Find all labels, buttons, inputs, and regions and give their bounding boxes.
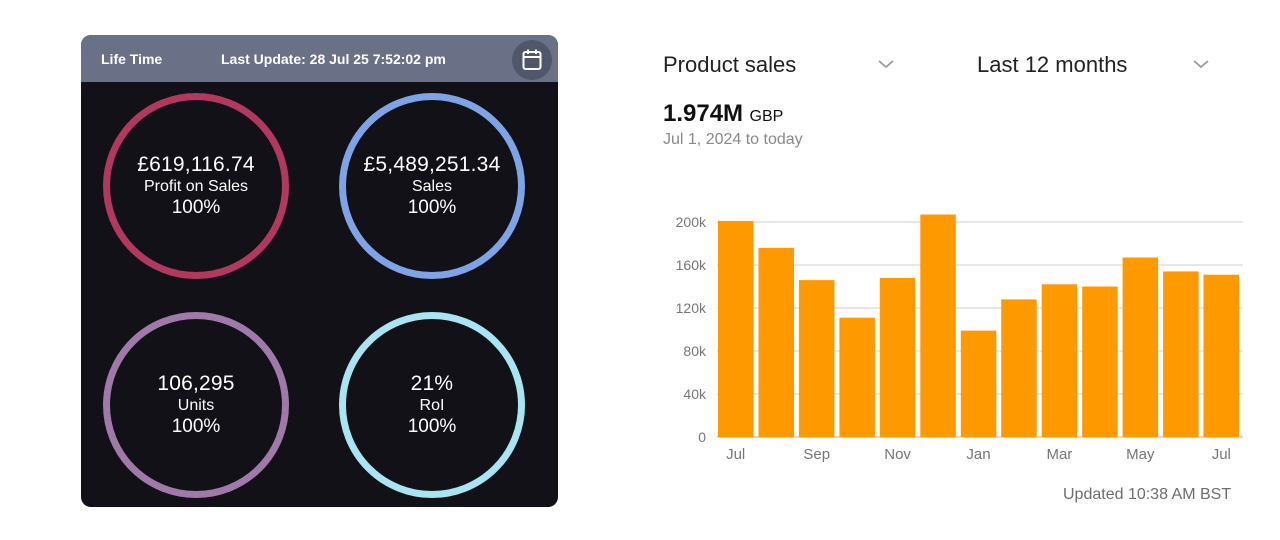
period-chevron-down-icon[interactable] — [1192, 58, 1210, 70]
bar-nov-4[interactable] — [879, 277, 916, 437]
sales-total-currency: GBP — [749, 108, 784, 125]
y-tick-label: 160k — [676, 257, 707, 273]
x-tick-label: Jul — [1212, 446, 1231, 463]
units-label: Units — [177, 397, 215, 414]
lifetime-panel: Life Time Last Update: 28 Jul 25 7:52:02… — [81, 35, 558, 507]
roi-label: RoI — [419, 397, 445, 414]
x-tick-label: May — [1126, 446, 1155, 463]
units-metric-ring: 106,295 Units 100% — [103, 312, 289, 498]
roi-value: 21% — [410, 372, 454, 395]
sales-percent: 100% — [407, 197, 457, 218]
x-tick-label: Mar — [1046, 446, 1072, 463]
profit-metric-ring: £619,116.74 Profit on Sales 100% — [103, 93, 289, 279]
period-select[interactable]: Last 12 months — [977, 52, 1128, 77]
bar-jan-6[interactable] — [960, 330, 997, 437]
sales-total-value: 1.974M — [663, 100, 744, 127]
bar-mar-8[interactable] — [1041, 284, 1078, 437]
y-tick-label: 120k — [676, 300, 707, 316]
units-percent: 100% — [171, 416, 221, 437]
bar-aug-1[interactable] — [758, 247, 795, 437]
bar-dec-5[interactable] — [920, 214, 956, 438]
y-tick-label: 80k — [683, 343, 707, 359]
bar-jul-12[interactable] — [1203, 274, 1240, 437]
bar-may-10[interactable] — [1122, 257, 1159, 438]
roi-metric-ring: 21% RoI 100% — [339, 312, 525, 498]
last-update-text: Last Update: 28 Jul 25 7:52:02 pm — [221, 51, 446, 67]
x-tick-label: Jan — [966, 446, 990, 463]
sales-value: £5,489,251.34 — [363, 153, 501, 176]
sales-metric-ring: £5,489,251.34 Sales 100% — [339, 93, 525, 279]
y-tick-label: 200k — [676, 214, 707, 230]
updated-timestamp: Updated 10:38 AM BST — [1063, 486, 1232, 503]
bar-jul-0[interactable] — [718, 220, 754, 437]
y-tick-label: 40k — [683, 386, 707, 402]
sales-total: 1.974M GBP — [663, 100, 783, 128]
calendar-button[interactable] — [512, 40, 552, 80]
panel-title: Life Time — [101, 51, 163, 67]
bar-apr-9[interactable] — [1082, 286, 1118, 438]
x-tick-label: Nov — [884, 446, 911, 463]
profit-label: Profit on Sales — [143, 178, 249, 195]
metric-chevron-down-icon[interactable] — [877, 58, 895, 70]
units-value: 106,295 — [157, 372, 235, 395]
bar-jun-11[interactable] — [1163, 271, 1199, 437]
sales-label: Sales — [411, 178, 453, 195]
profit-percent: 100% — [171, 197, 221, 218]
bar-sep-2[interactable] — [798, 280, 835, 437]
date-range: Jul 1, 2024 to today — [663, 131, 803, 148]
x-tick-label: Jul — [726, 446, 745, 463]
x-tick-label: Sep — [803, 446, 830, 463]
sales-bar-chart: 0 40k 80k 120k 160k 200k Jul Sep Nov Jan Mar May Jul — [676, 214, 1243, 463]
bar-oct-3[interactable] — [839, 317, 875, 437]
calendar-icon — [522, 49, 542, 70]
metric-select[interactable]: Product sales — [663, 52, 797, 77]
panel-header: Life Time Last Update: 28 Jul 25 7:52:02… — [81, 35, 558, 82]
y-tick-label: 0 — [698, 429, 706, 445]
bar-feb-7[interactable] — [1001, 299, 1037, 437]
profit-value: £619,116.74 — [137, 153, 255, 176]
roi-percent: 100% — [407, 416, 457, 437]
